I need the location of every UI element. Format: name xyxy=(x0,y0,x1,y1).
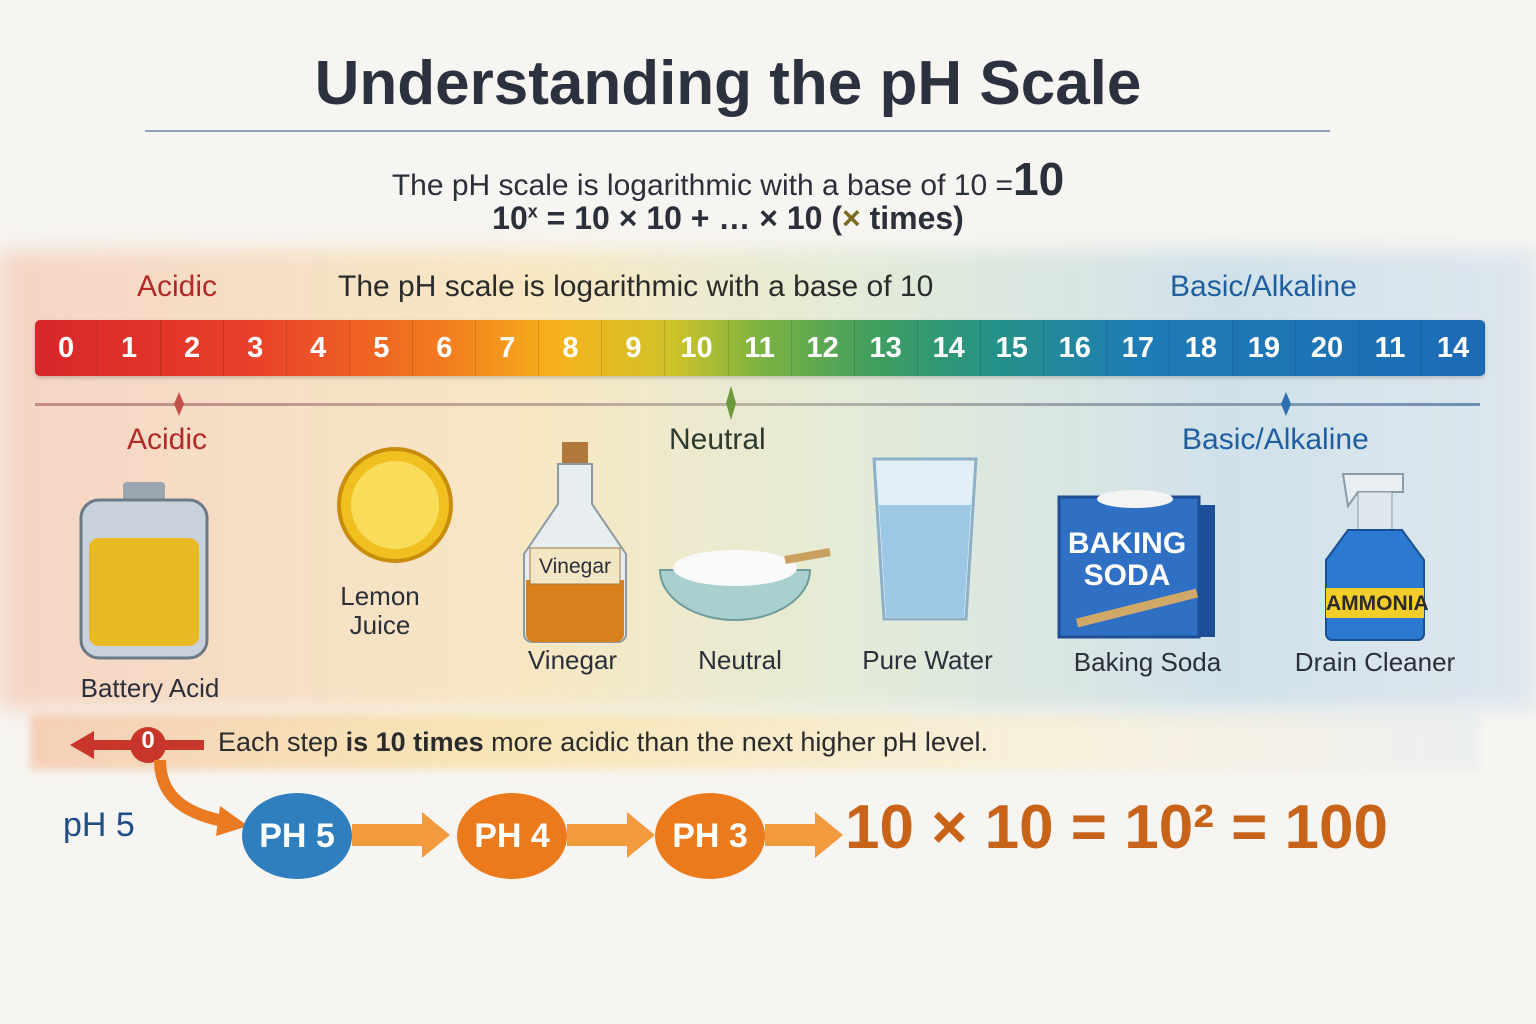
scale-cell: 13 xyxy=(855,320,918,376)
ammonia-tag: AMMONIA xyxy=(1326,592,1429,615)
scale-acidic-label: Acidic xyxy=(137,270,218,303)
node-ph5: PH 5 xyxy=(242,793,352,879)
title-divider xyxy=(145,130,1330,132)
scale-cell: 14 xyxy=(1422,320,1486,376)
acidic-marker xyxy=(174,392,184,416)
item-label-lemon-juice: Lemon Juice xyxy=(340,581,420,640)
item-label-drain-cleaner: Drain Cleaner xyxy=(1294,647,1456,677)
vinegar-tag: Vinegar xyxy=(538,555,611,578)
scale-cell: 18 xyxy=(1170,320,1233,376)
scale-cell: 15 xyxy=(981,320,1044,376)
step-explanation: Each step is 10 times more acidic than t… xyxy=(218,727,988,758)
item-label-battery-acid: Battery Acid xyxy=(80,673,220,703)
scale-axis-line xyxy=(35,403,1480,406)
step-text-post: more acidic than the next higher pH leve… xyxy=(483,727,988,757)
equation: 10 × 10 = 10² = 100 xyxy=(845,793,1388,862)
item-label-pure-water: Pure Water xyxy=(862,645,993,675)
curved-arrow-icon xyxy=(154,760,248,836)
marker-basic-label: Basic/Alkaline xyxy=(1182,423,1369,456)
battery-icon xyxy=(79,482,209,660)
scale-cell: 11 xyxy=(1359,320,1423,376)
baking-soda-tag-line-2: SODA xyxy=(1083,559,1171,592)
page-title: Understanding the pH Scale xyxy=(314,49,1142,118)
chain-side-label: pH 5 xyxy=(63,806,135,844)
basic-marker xyxy=(1281,392,1291,416)
scale-cell: 19 xyxy=(1233,320,1296,376)
scale-caption: The pH scale is logarithmic with a base … xyxy=(338,270,934,303)
scale-cell: 16 xyxy=(1044,320,1107,376)
scale-basic-label: Basic/Alkaline xyxy=(1170,270,1357,303)
subtitle-big-ten: 10 xyxy=(1012,153,1065,205)
node-ph4: PH 4 xyxy=(457,793,567,879)
formula-expansion: = 10 × 10 + … × 10 ( xyxy=(537,200,842,236)
node-ph3: PH 3 xyxy=(655,793,765,879)
water-glass-icon xyxy=(872,457,978,621)
formula-base: 10 xyxy=(492,200,528,236)
marker-acidic-label: Acidic xyxy=(127,423,208,456)
scale-cell: 12 xyxy=(792,320,855,376)
step-marker-zero: 0 xyxy=(141,727,155,754)
watercolor-background xyxy=(0,250,1536,710)
scale-cell: 9 xyxy=(602,320,666,376)
scale-cell: 1 xyxy=(98,320,162,376)
formula-end: times) xyxy=(860,200,964,236)
baking-soda-tag-line-1: BAKING xyxy=(1067,527,1187,560)
scale-cell: 8 xyxy=(539,320,603,376)
item-label-vinegar: Vinegar xyxy=(527,645,618,675)
subtitle-line-1: The pH scale is logarithmic with a base … xyxy=(0,152,1456,206)
step-highlight-band xyxy=(30,715,1480,770)
item-label-neutral: Neutral xyxy=(698,645,782,675)
scale-cell: 14 xyxy=(918,320,981,376)
subtitle-text: The pH scale is logarithmic with a base … xyxy=(391,169,1013,202)
salt-bowl-icon xyxy=(658,548,831,621)
scale-cell: 6 xyxy=(413,320,477,376)
left-arrow-icon xyxy=(70,727,204,763)
formula-exponent: x xyxy=(527,201,538,222)
scale-cell: 0 xyxy=(35,320,99,376)
neutral-marker xyxy=(726,386,736,420)
scale-cell: 7 xyxy=(476,320,540,376)
scale-cell: 4 xyxy=(287,320,351,376)
vinegar-bottle-icon xyxy=(523,442,627,643)
step-text-bold: is 10 times xyxy=(345,727,484,757)
arrow-right-icon xyxy=(352,812,450,858)
scale-cell: 5 xyxy=(350,320,414,376)
scale-cell: 2 xyxy=(161,320,225,376)
marker-neutral-label: Neutral xyxy=(669,423,766,456)
item-label-baking-soda: Baking Soda xyxy=(1073,647,1222,677)
lemon-icon xyxy=(337,447,453,563)
baking-soda-box-icon xyxy=(1057,490,1215,639)
scale-cell: 10 xyxy=(665,320,729,376)
scale-cell: 17 xyxy=(1107,320,1170,376)
step-text-pre: Each step xyxy=(218,727,346,757)
scale-cell: 11 xyxy=(729,320,792,376)
subtitle-formula: 10x = 10 × 10 + … × 10 (× times) xyxy=(0,200,1456,237)
baking-soda-tag: BAKING SODA xyxy=(1062,528,1192,592)
scale-cell: 3 xyxy=(224,320,288,376)
ph-scale-bar: 0 1 2 3 4 5 6 7 8 9 10 11 12 13 14 15 16 17 18 19 20 11 14 xyxy=(35,320,1486,376)
arrow-right-icon xyxy=(765,812,843,858)
scale-cell: 20 xyxy=(1296,320,1359,376)
arrow-right-icon xyxy=(567,812,655,858)
spray-bottle-icon xyxy=(1325,473,1425,641)
formula-x: × xyxy=(841,200,861,236)
